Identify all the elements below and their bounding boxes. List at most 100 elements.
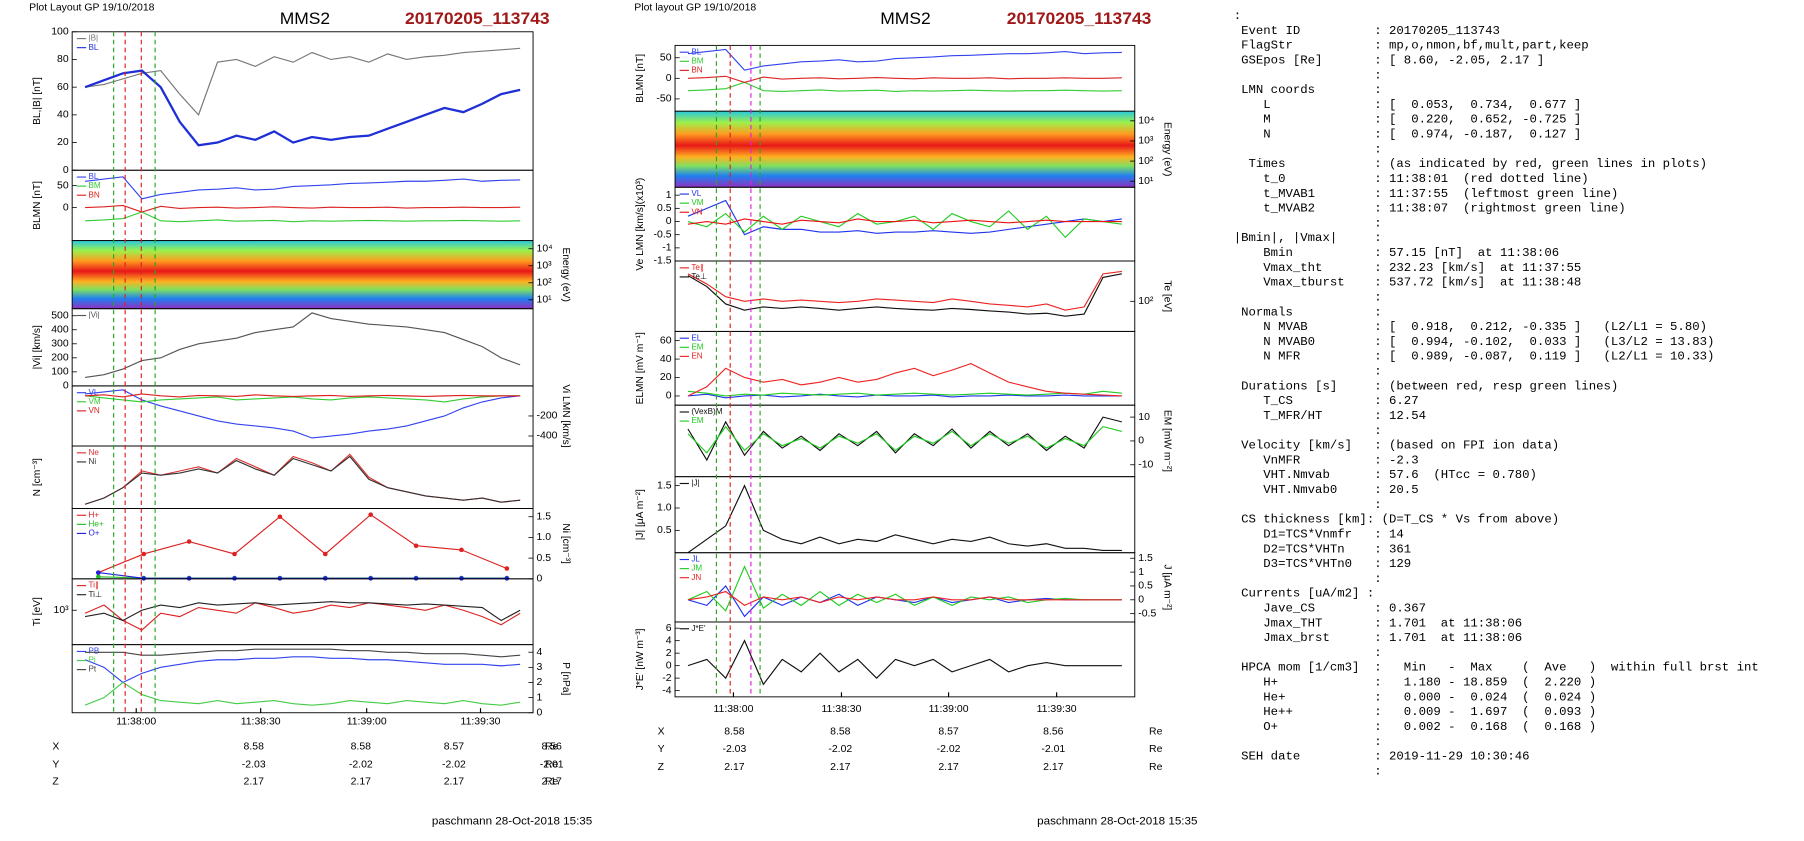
position-cell: Y: [658, 744, 665, 755]
legend-label: Ne: [88, 448, 99, 457]
y-tick-label: 0: [666, 391, 672, 402]
info-line: :: [1234, 9, 1241, 23]
series-line: [85, 204, 521, 213]
position-cell: 2.17: [444, 777, 465, 788]
position-cell: 2.17: [830, 762, 851, 773]
position-cell: X: [658, 727, 665, 738]
info-line: |Bmin|, |Vmax| :: [1234, 231, 1382, 245]
legend-label: (VexB)M: [691, 407, 722, 416]
y-tick-label: -200: [537, 411, 558, 422]
y-axis-label: Te [eV]: [1162, 280, 1173, 312]
legend-label: Te∥: [691, 263, 704, 272]
info-line: VHT.Nmvab : 57.6 (HTcc = 0.780): [1234, 468, 1537, 482]
series-line: [687, 270, 1122, 311]
legend-label: Ni: [88, 457, 96, 466]
y-tick-label: 0: [63, 202, 69, 213]
position-cell: Re: [1149, 727, 1163, 738]
y-tick-label: 1: [666, 190, 672, 201]
data-point: [413, 543, 419, 548]
y-tick-label: 40: [660, 354, 672, 365]
legend-label: VM: [88, 397, 101, 406]
info-line: N MVAB0 : [ 0.994, -0.102, 0.033 ] (L3/L…: [1234, 335, 1715, 349]
legend-label: EL: [691, 333, 701, 342]
series-line: [687, 81, 1122, 93]
legend-label: BN: [88, 190, 99, 199]
info-line: Jave_CS : 0.367: [1234, 602, 1426, 616]
series-line: [98, 513, 508, 574]
legend-label: Pi: [88, 656, 95, 665]
series-line: [85, 648, 521, 658]
info-line: :: [1234, 498, 1382, 512]
position-cell: 8.56: [541, 742, 562, 753]
data-point: [232, 551, 237, 557]
y-tick-label: 10⁴: [537, 244, 553, 255]
y-tick-label: 20: [57, 137, 69, 148]
y-axis-label: Energy (eV): [1162, 122, 1173, 176]
y-axis-label: Energy (eV): [560, 247, 571, 301]
info-line: :: [1234, 217, 1382, 231]
y-tick-label: 0: [1138, 595, 1144, 606]
position-cell: 8.57: [444, 742, 465, 753]
legend-label: J*E': [691, 624, 706, 633]
series-line: [84, 47, 521, 116]
series-line: [687, 48, 1122, 71]
info-line: SEH date : 2019-11-29 10:30:46: [1234, 750, 1530, 764]
legend-label: VM: [691, 198, 704, 207]
y-tick-label: 1.5: [657, 480, 672, 491]
data-point: [96, 570, 101, 575]
series-line: [84, 656, 521, 684]
position-cell: Re: [545, 760, 559, 771]
position-cell: 2.17: [541, 777, 562, 788]
data-point: [322, 551, 328, 557]
y-tick-label: -2: [662, 673, 672, 684]
y-axis-label: BLMN [nT]: [635, 54, 646, 103]
position-cell: Y: [52, 760, 59, 771]
y-tick-label: 0: [537, 708, 543, 719]
data-point: [186, 539, 192, 544]
y-tick-label: 0: [537, 574, 543, 585]
y-tick-label: 0: [666, 216, 672, 227]
position-cell: Z: [658, 762, 664, 773]
series-line: [687, 416, 1123, 462]
series-line: [687, 590, 1122, 607]
y-tick-label: 0: [666, 660, 672, 671]
info-line: He++ : 0.009 - 1.697 ( 0.093 ): [1234, 705, 1596, 719]
data-point: [141, 551, 147, 557]
spectrogram: [72, 240, 534, 309]
legend-label: BN: [691, 66, 702, 75]
y-tick-label: -10: [1138, 460, 1153, 471]
legend-label: BM: [88, 181, 101, 190]
y-tick-label: 0: [1138, 436, 1144, 447]
y-tick-label: 60: [57, 82, 69, 93]
legend-label: EN: [691, 352, 702, 361]
y-tick-label: 0.5: [1138, 581, 1153, 592]
y-tick-label: 10²: [1138, 156, 1154, 167]
y-tick-label: 40: [57, 110, 69, 121]
info-line: D1=TCS*Vnmfr : 14: [1234, 528, 1404, 542]
series-line: [85, 211, 521, 223]
series-line: [687, 210, 1122, 239]
info-line: Velocity [km/s] : (based on FPI ion data…: [1234, 439, 1559, 453]
position-cell: -2.02: [937, 744, 961, 755]
info-line: t_MVAB2 : 11:38:07 (rightmost green line…: [1234, 202, 1626, 216]
series-line: [84, 69, 521, 147]
legend-label: BL: [88, 172, 98, 181]
position-cell: 2.17: [1043, 762, 1064, 773]
y-tick-label: 50: [57, 180, 69, 191]
series-line: [84, 601, 521, 622]
position-cell: 8.58: [351, 742, 372, 753]
info-line: VHT.Nmvab0 : 20.5: [1234, 483, 1419, 497]
data-point: [277, 514, 283, 520]
y-axis-label: ELMN [mV m⁻¹]: [635, 332, 646, 404]
y-axis-label: |Vi| [km/s]: [32, 325, 43, 369]
y-tick-label: 1.0: [537, 532, 552, 543]
position-cell: X: [52, 742, 59, 753]
position-cell: 8.56: [1043, 727, 1064, 738]
info-line: D3=TCS*VHTn0 : 129: [1234, 557, 1412, 571]
legend-label: O+: [88, 529, 99, 538]
plot-note: Plot layout GP 19/10/2018: [634, 3, 756, 14]
position-cell: 2.17: [724, 762, 745, 773]
series-line: [687, 363, 1122, 397]
y-tick-label: 10³: [537, 261, 553, 272]
